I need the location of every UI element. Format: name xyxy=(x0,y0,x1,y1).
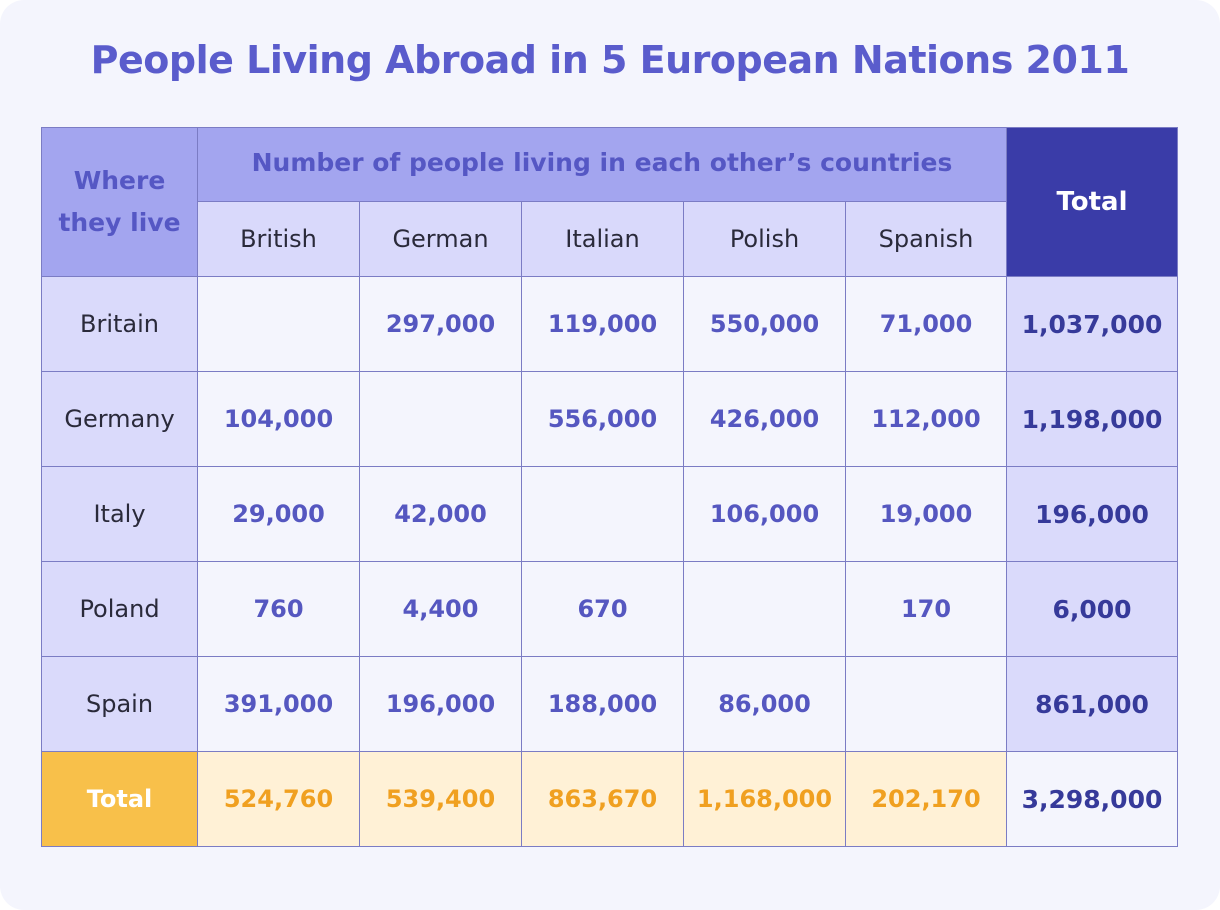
group-header: Number of people living in each other’s … xyxy=(197,127,1007,202)
table-row: Italy 29,000 42,000 106,000 19,000 196,000 xyxy=(41,466,1178,562)
data-cell: 106,000 xyxy=(683,466,846,562)
data-cell: 112,000 xyxy=(845,371,1007,467)
data-cell: 760 xyxy=(197,561,360,657)
column-header: British xyxy=(197,201,360,277)
column-total: 1,168,000 xyxy=(683,751,846,847)
data-cell: 550,000 xyxy=(683,276,846,372)
row-label: Germany xyxy=(41,371,198,467)
totals-row: Total 524,760 539,400 863,670 1,168,000 202,1… xyxy=(41,751,1178,847)
data-cell: 670 xyxy=(521,561,684,657)
row-total: 196,000 xyxy=(1006,466,1178,562)
data-cell: 4,400 xyxy=(359,561,522,657)
data-cell xyxy=(683,561,846,657)
table-row: Spain 391,000 196,000 188,000 86,000 861,000 xyxy=(41,656,1178,752)
row-label: Italy xyxy=(41,466,198,562)
data-table: Where they live Number of people living i… xyxy=(41,127,1178,847)
data-cell: 426,000 xyxy=(683,371,846,467)
data-cell: 196,000 xyxy=(359,656,522,752)
row-total: 6,000 xyxy=(1006,561,1178,657)
column-header: German xyxy=(359,201,522,277)
data-cell xyxy=(197,276,360,372)
data-cell: 391,000 xyxy=(197,656,360,752)
chart-title: People Living Abroad in 5 European Natio… xyxy=(90,38,1130,82)
grand-total: 3,298,000 xyxy=(1006,751,1178,847)
table-row: Germany 104,000 556,000 426,000 112,000 1,198… xyxy=(41,371,1178,467)
data-cell: 119,000 xyxy=(521,276,684,372)
data-cell: 19,000 xyxy=(845,466,1007,562)
total-column-header: Total xyxy=(1006,127,1178,277)
row-total: 1,037,000 xyxy=(1006,276,1178,372)
data-cell: 104,000 xyxy=(197,371,360,467)
column-header: Spanish xyxy=(845,201,1007,277)
data-cell xyxy=(359,371,522,467)
table-row: Poland 760 4,400 670 170 6,000 xyxy=(41,561,1178,657)
row-total: 861,000 xyxy=(1006,656,1178,752)
data-cell: 556,000 xyxy=(521,371,684,467)
column-total: 524,760 xyxy=(197,751,360,847)
data-cell: 29,000 xyxy=(197,466,360,562)
row-header-label: Where they live xyxy=(41,127,198,277)
table-row: Britain 297,000 119,000 550,000 71,000 1,037,… xyxy=(41,276,1178,372)
column-total: 539,400 xyxy=(359,751,522,847)
column-header: Polish xyxy=(683,201,846,277)
data-cell: 86,000 xyxy=(683,656,846,752)
column-total: 863,670 xyxy=(521,751,684,847)
data-cell: 71,000 xyxy=(845,276,1007,372)
column-total: 202,170 xyxy=(845,751,1007,847)
data-cell: 170 xyxy=(845,561,1007,657)
row-label: Spain xyxy=(41,656,198,752)
column-header: Italian xyxy=(521,201,684,277)
data-cell: 188,000 xyxy=(521,656,684,752)
data-cell: 297,000 xyxy=(359,276,522,372)
row-label: Poland xyxy=(41,561,198,657)
row-label: Britain xyxy=(41,276,198,372)
row-total: 1,198,000 xyxy=(1006,371,1178,467)
data-cell xyxy=(521,466,684,562)
data-cell: 42,000 xyxy=(359,466,522,562)
data-cell xyxy=(845,656,1007,752)
total-row-label: Total xyxy=(41,751,198,847)
